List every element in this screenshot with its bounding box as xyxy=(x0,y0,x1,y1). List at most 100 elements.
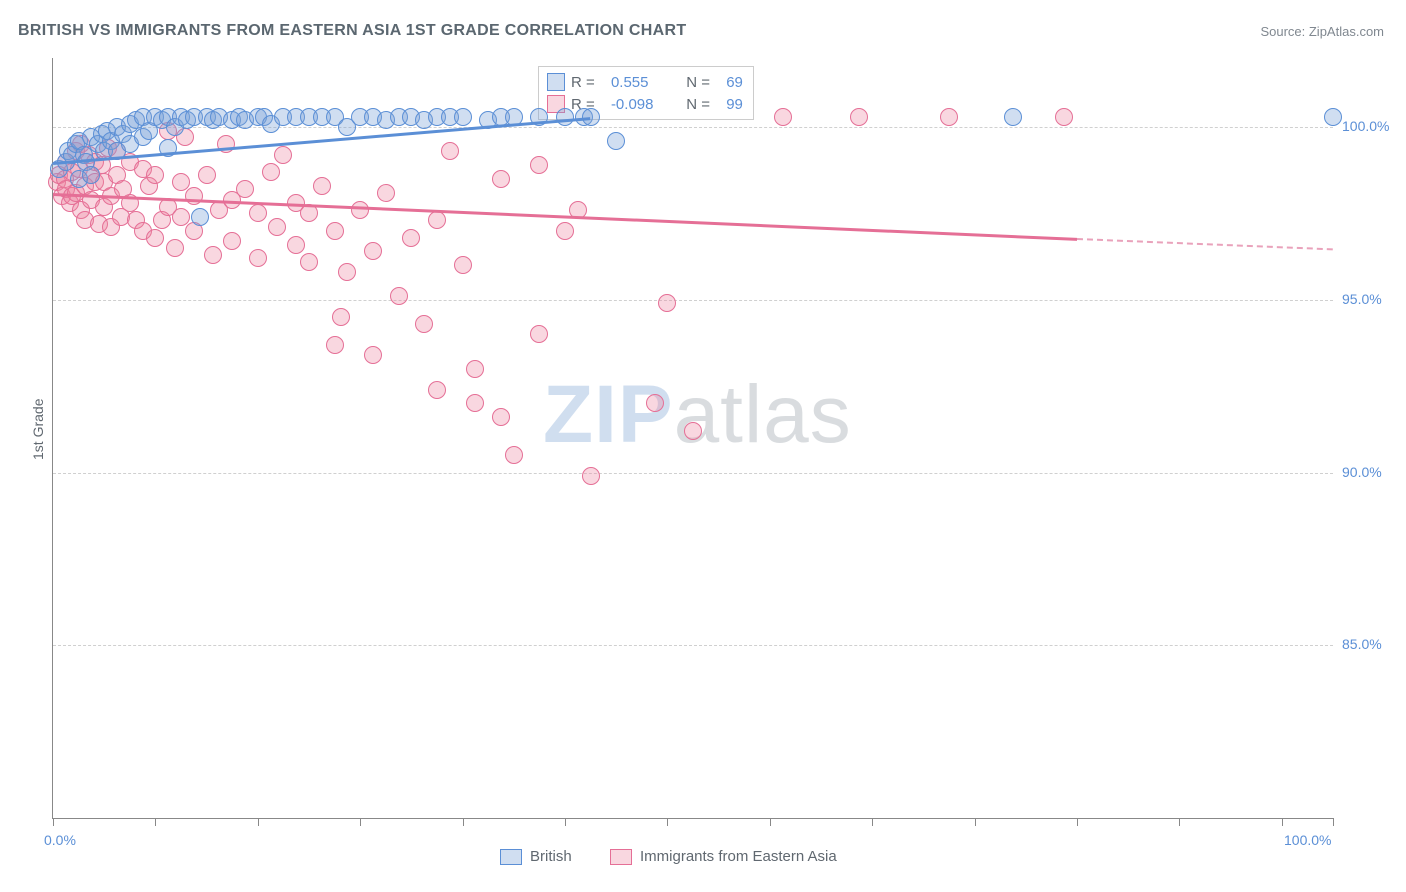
x-tick xyxy=(1077,818,1078,826)
data-point-immigrants xyxy=(658,294,676,312)
data-point-immigrants xyxy=(217,135,235,153)
data-point-british xyxy=(1324,108,1342,126)
data-point-immigrants xyxy=(364,346,382,364)
data-point-immigrants xyxy=(505,446,523,464)
y-tick-label: 100.0% xyxy=(1342,118,1389,134)
data-point-british xyxy=(1004,108,1022,126)
data-point-immigrants xyxy=(390,287,408,305)
data-point-immigrants xyxy=(441,142,459,160)
x-tick xyxy=(463,818,464,826)
n-label: N = xyxy=(686,74,710,91)
data-point-immigrants xyxy=(428,381,446,399)
data-point-immigrants xyxy=(198,166,216,184)
data-point-immigrants xyxy=(274,146,292,164)
data-point-immigrants xyxy=(300,253,318,271)
x-tick xyxy=(360,818,361,826)
source-attribution: Source: ZipAtlas.com xyxy=(1260,24,1384,39)
n-value-british: 69 xyxy=(726,74,743,91)
data-point-immigrants xyxy=(146,229,164,247)
data-point-immigrants xyxy=(646,394,664,412)
data-point-immigrants xyxy=(582,467,600,485)
data-point-immigrants xyxy=(185,187,203,205)
data-point-immigrants xyxy=(466,394,484,412)
bottom-legend-immigrants: Immigrants from Eastern Asia xyxy=(610,848,837,865)
data-point-immigrants xyxy=(850,108,868,126)
watermark-atlas: atlas xyxy=(674,369,852,460)
data-point-immigrants xyxy=(300,204,318,222)
data-point-immigrants xyxy=(249,204,267,222)
data-point-immigrants xyxy=(530,156,548,174)
x-tick xyxy=(1179,818,1180,826)
bottom-legend-british: British xyxy=(500,848,572,865)
n-value-immigrants: 99 xyxy=(726,96,743,113)
r-value-british: 0.555 xyxy=(611,74,666,91)
chart-title: BRITISH VS IMMIGRANTS FROM EASTERN ASIA … xyxy=(18,22,686,40)
x-tick xyxy=(667,818,668,826)
x-tick-label: 0.0% xyxy=(44,832,76,848)
data-point-immigrants xyxy=(774,108,792,126)
data-point-immigrants xyxy=(204,246,222,264)
x-tick xyxy=(1333,818,1334,826)
data-point-immigrants xyxy=(1055,108,1073,126)
data-point-immigrants xyxy=(223,232,241,250)
data-point-immigrants xyxy=(236,180,254,198)
swatch-immigrants xyxy=(610,849,632,865)
data-point-immigrants xyxy=(428,211,446,229)
data-point-immigrants xyxy=(287,236,305,254)
watermark-zip: ZIP xyxy=(543,369,674,460)
x-tick xyxy=(565,818,566,826)
r-label: R = xyxy=(571,74,595,91)
data-point-british xyxy=(454,108,472,126)
gridline xyxy=(53,645,1333,646)
x-tick xyxy=(155,818,156,826)
data-point-immigrants xyxy=(466,360,484,378)
data-point-immigrants xyxy=(492,170,510,188)
legend-label-immigrants: Immigrants from Eastern Asia xyxy=(640,848,837,865)
x-tick xyxy=(258,818,259,826)
x-tick xyxy=(975,818,976,826)
data-point-immigrants xyxy=(326,336,344,354)
data-point-immigrants xyxy=(146,166,164,184)
data-point-immigrants xyxy=(684,422,702,440)
data-point-immigrants xyxy=(313,177,331,195)
data-point-immigrants xyxy=(351,201,369,219)
data-point-british xyxy=(607,132,625,150)
data-point-immigrants xyxy=(249,249,267,267)
y-tick-label: 90.0% xyxy=(1342,464,1382,480)
plot-area: ZIPatlas R = 0.555 N = 69 R = -0.098 N =… xyxy=(52,58,1333,819)
data-point-british xyxy=(191,208,209,226)
data-point-immigrants xyxy=(415,315,433,333)
swatch-british xyxy=(500,849,522,865)
data-point-immigrants xyxy=(377,184,395,202)
data-point-immigrants xyxy=(530,325,548,343)
r-value-immigrants: -0.098 xyxy=(611,96,666,113)
gridline xyxy=(53,473,1333,474)
legend-row-british: R = 0.555 N = 69 xyxy=(547,71,743,93)
data-point-immigrants xyxy=(332,308,350,326)
data-point-immigrants xyxy=(492,408,510,426)
trend-line xyxy=(1077,238,1333,250)
x-tick xyxy=(1282,818,1283,826)
data-point-immigrants xyxy=(364,242,382,260)
y-axis-label: 1st Grade xyxy=(30,399,46,460)
data-point-immigrants xyxy=(262,163,280,181)
x-tick-label: 100.0% xyxy=(1284,832,1331,848)
y-tick-label: 95.0% xyxy=(1342,291,1382,307)
swatch-british xyxy=(547,73,565,91)
x-tick xyxy=(770,818,771,826)
data-point-immigrants xyxy=(326,222,344,240)
data-point-immigrants xyxy=(556,222,574,240)
data-point-british xyxy=(556,108,574,126)
data-point-immigrants xyxy=(402,229,420,247)
gridline xyxy=(53,300,1333,301)
data-point-immigrants xyxy=(166,239,184,257)
y-tick-label: 85.0% xyxy=(1342,636,1382,652)
n-label: N = xyxy=(686,96,710,113)
data-point-immigrants xyxy=(268,218,286,236)
legend-label-british: British xyxy=(530,848,572,865)
x-tick xyxy=(53,818,54,826)
data-point-immigrants xyxy=(940,108,958,126)
data-point-immigrants xyxy=(338,263,356,281)
data-point-immigrants xyxy=(454,256,472,274)
watermark: ZIPatlas xyxy=(543,368,852,462)
